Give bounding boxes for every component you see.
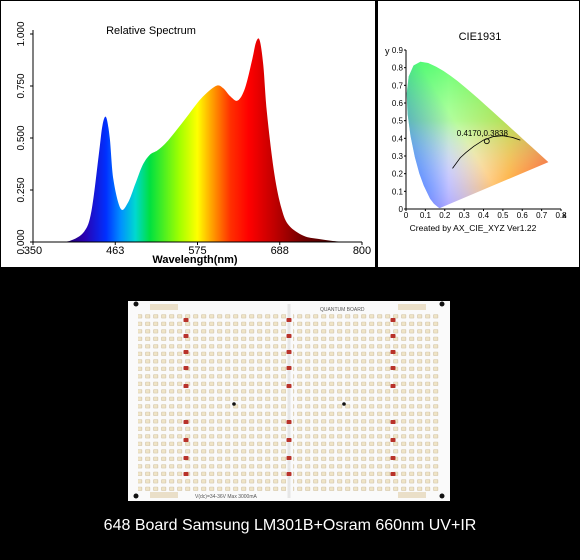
red-led — [183, 366, 189, 370]
cie-x-tick-label: 0 — [404, 211, 409, 220]
cie-x-ticks: 0 0.1 0.2 0.3 0.4 0.5 0.6 0.7 0.8 — [404, 209, 567, 220]
cie-x-tick-label: 0.7 — [536, 211, 548, 220]
spectrum-y-ticks: 0.000 0.250 0.500 0.750 1.000 — [16, 21, 33, 255]
red-led — [183, 350, 189, 354]
cie-y-tick-label: 0 — [399, 205, 404, 214]
corner-hole-tl — [133, 301, 139, 307]
corner-hole-br — [439, 493, 445, 499]
red-led — [390, 456, 396, 460]
red-led — [286, 472, 292, 476]
red-led — [390, 472, 396, 476]
cie-y-tick-label: 0.2 — [392, 170, 404, 179]
red-led — [183, 318, 189, 322]
cie-chart-panel: 0 0.1 0.2 0.3 0.4 0.5 0.6 0.7 0.8 0 0.1 0.2 0.3 0.4 0… — [376, 0, 580, 268]
cie-title: CIE1931 — [459, 31, 502, 43]
product-photo-panel: QUANTUM BOARD V(dc)=34-36V Max 3000mA 64… — [0, 268, 580, 560]
board-top-label: QUANTUM BOARD — [320, 307, 365, 313]
led-board-photo: QUANTUM BOARD V(dc)=34-36V Max 3000mA — [128, 301, 450, 501]
cie-y-label: y — [385, 46, 390, 56]
red-led — [183, 472, 189, 476]
planckian-locus — [452, 135, 521, 169]
cie-chromaticity-point — [483, 138, 490, 145]
cie-y-tick-label: 0.4 — [392, 134, 404, 143]
cie-y-tick-label: 0.6 — [392, 99, 404, 108]
cie-x-tick-label: 0.4 — [478, 211, 490, 220]
spectrum-area — [54, 38, 348, 243]
spectrum-x-tick-label: 463 — [106, 245, 124, 257]
spectrum-y-tick-label: 0.250 — [16, 177, 27, 202]
product-caption: 648 Board Samsung LM301B+Osram 660nm UV+… — [103, 517, 477, 534]
cie-y-tick-label: 0.9 — [392, 46, 404, 55]
spectrum-y-tick-label: 0.750 — [16, 73, 27, 98]
mount-hole-left — [232, 402, 236, 406]
corner-hole-tr — [439, 301, 445, 307]
red-led — [286, 420, 292, 424]
corner-hole-bl — [133, 493, 139, 499]
red-led — [390, 318, 396, 322]
cie-point-label: 0.4170,0.3838 — [457, 129, 509, 138]
connector-tl — [150, 304, 178, 310]
led-array-right — [293, 312, 441, 492]
spectrum-x-tick-label: 688 — [271, 245, 289, 257]
led-array-left — [138, 312, 286, 492]
red-led-markers — [183, 318, 396, 476]
red-led — [390, 384, 396, 388]
cie-y-ticks: 0 0.1 0.2 0.3 0.4 0.5 0.6 0.7 0.8 0.9 — [392, 46, 406, 214]
red-led — [390, 334, 396, 338]
cie-x-label: x — [562, 210, 567, 220]
red-led — [286, 318, 292, 322]
spectrum-x-tick-label: 350 — [24, 245, 42, 257]
connector-bl — [150, 492, 178, 498]
cie-chart: 0 0.1 0.2 0.3 0.4 0.5 0.6 0.7 0.8 00.10.20.30.40… — [385, 31, 567, 233]
cie-x-tick-label: 0.8 — [555, 211, 567, 220]
spectrum-x-tick-label: 575 — [188, 245, 206, 257]
cie-x-tick-label: 0.6 — [517, 211, 529, 220]
mount-hole-right — [342, 402, 346, 406]
red-led — [183, 384, 189, 388]
red-led — [286, 334, 292, 338]
cie-x-tick-label: 0.3 — [459, 211, 471, 220]
spectrum-chart-panel: 350 463 575 688 800 0.000 0.250 0.500 0.750 1.00… — [0, 0, 376, 268]
spectrum-x-tick-label: 800 — [353, 245, 371, 257]
connector-br — [398, 492, 426, 498]
cie-x-tick-label: 0.1 — [420, 211, 432, 220]
cie-y-tick-label: 0.1 — [392, 187, 404, 196]
spectrum-chart: 350 463 575 688 800 0.000 0.250 0.500 0.750 1.00… — [16, 21, 371, 266]
cie-y-tick-label: 0.3 — [392, 152, 404, 161]
board-bottom-label: V(dc)=34-36V Max 3000mA — [195, 494, 258, 500]
red-led — [286, 366, 292, 370]
cie-y-tick-label: 0.5 — [392, 117, 404, 126]
red-led — [286, 456, 292, 460]
cie-x-tick-label: 0.5 — [497, 211, 509, 220]
spectrum-title: Relative Spectrum — [106, 25, 196, 37]
red-led — [390, 420, 396, 424]
red-led — [390, 366, 396, 370]
red-led — [183, 420, 189, 424]
red-led — [286, 384, 292, 388]
cie-y-tick-label: 0.8 — [392, 64, 404, 73]
red-led — [286, 438, 292, 442]
red-led — [390, 350, 396, 354]
red-led — [286, 350, 292, 354]
spectrum-y-tick-label: 0.500 — [16, 125, 27, 150]
red-led — [183, 334, 189, 338]
spectrum-y-tick-label: 1.000 — [16, 21, 27, 46]
spectrum-y-tick-label: 0.000 — [16, 229, 27, 254]
spectrum-x-label: Wavelength(nm) — [152, 254, 237, 266]
cie-x-tick-label: 0.2 — [439, 211, 451, 220]
red-led — [183, 438, 189, 442]
red-led — [183, 456, 189, 460]
cie-y-tick-label: 0.7 — [392, 81, 404, 90]
cie-footer: Created by AX_CIE_XYZ Ver1.22 — [410, 223, 537, 233]
connector-tr — [398, 304, 426, 310]
spectrum-x-ticks: 350 463 575 688 800 — [24, 242, 371, 257]
red-led — [390, 438, 396, 442]
